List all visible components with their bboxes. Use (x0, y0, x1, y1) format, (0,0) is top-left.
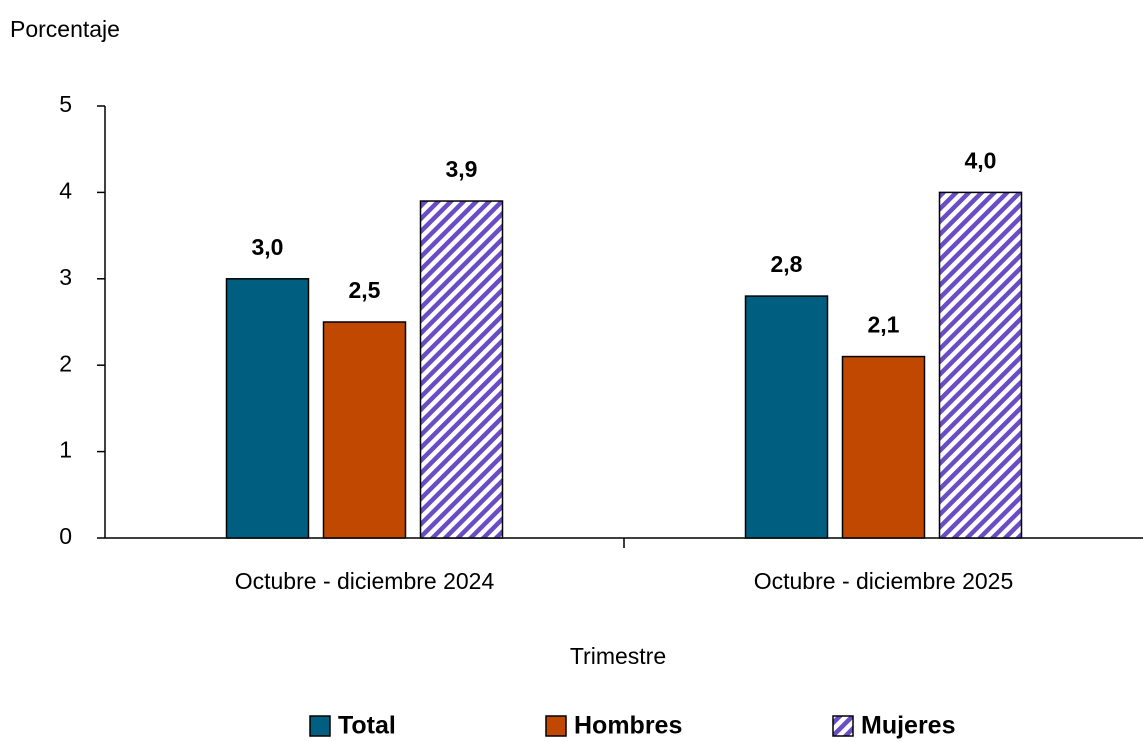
y-tick-label: 5 (59, 91, 72, 117)
value-label: 4,0 (965, 147, 997, 173)
legend-swatch (309, 715, 331, 737)
value-label: 2,1 (868, 312, 900, 338)
y-tick-label: 0 (59, 523, 72, 549)
y-tick-label: 4 (59, 177, 72, 203)
legend-label: Mujeres (861, 712, 955, 740)
bar (322, 321, 407, 539)
x-tick-label: Octubre - diciembre 2024 (235, 568, 495, 594)
x-tick-label: Octubre - diciembre 2025 (754, 568, 1014, 594)
bar (744, 295, 829, 539)
value-label: 3,9 (446, 156, 478, 182)
legend-swatch (832, 715, 854, 737)
value-label: 2,5 (349, 277, 381, 303)
y-tick-label: 1 (59, 437, 72, 463)
bar (419, 200, 504, 539)
value-label: 2,8 (771, 251, 803, 277)
y-axis-label: Porcentaje (10, 16, 120, 42)
legend-label: Hombres (574, 712, 682, 740)
bar (841, 355, 926, 539)
value-label: 3,0 (252, 234, 284, 260)
bar (938, 191, 1023, 539)
legend-label: Total (338, 712, 396, 740)
x-axis-label: Trimestre (570, 643, 666, 669)
y-tick-label: 3 (59, 264, 72, 290)
bar (225, 278, 310, 539)
legend-swatch (545, 715, 567, 737)
y-tick-label: 2 (59, 350, 72, 376)
